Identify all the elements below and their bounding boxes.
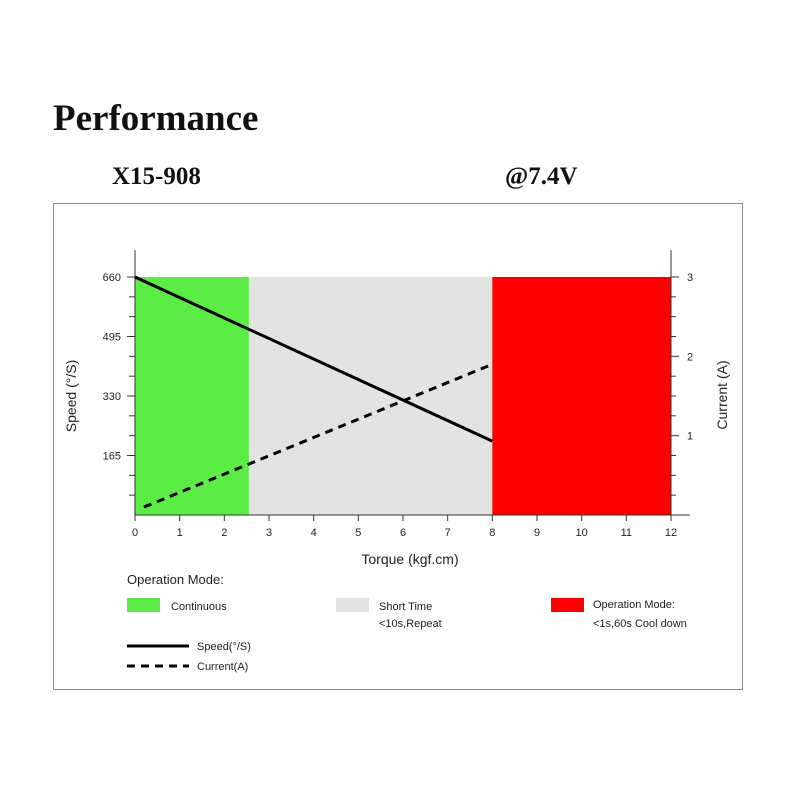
zone-0 bbox=[135, 277, 249, 515]
legend-sublabel-short-time: <10s,Repeat bbox=[379, 618, 442, 630]
x-tick-label: 9 bbox=[534, 527, 540, 539]
x-axis-label: Torque (kgf.cm) bbox=[361, 551, 458, 567]
legend-label-operation-mode: Operation Mode: bbox=[593, 599, 675, 611]
y-tick-label: 495 bbox=[103, 332, 121, 344]
x-tick-label: 0 bbox=[132, 527, 138, 539]
x-tick-label: 7 bbox=[445, 527, 451, 539]
y2-tick-label: 3 bbox=[687, 272, 693, 284]
y2-tick-label: 2 bbox=[687, 351, 693, 363]
y-axis-label: Speed (°/S) bbox=[63, 360, 79, 433]
legend-label-short-time: Short Time bbox=[379, 601, 432, 613]
page-title: Performance bbox=[53, 98, 259, 139]
legend-swatch-continuous bbox=[127, 598, 160, 612]
series-line-current bbox=[143, 362, 493, 509]
zone-1 bbox=[248, 277, 493, 515]
voltage-label: @7.4V bbox=[505, 163, 578, 190]
legend-label-current: Current(A) bbox=[197, 661, 248, 673]
x-tick-label: 10 bbox=[576, 527, 588, 539]
x-tick-label: 3 bbox=[266, 527, 272, 539]
y2-axis-label: Current (A) bbox=[714, 360, 730, 429]
chart-panel bbox=[53, 203, 743, 690]
x-tick-label: 2 bbox=[221, 527, 227, 539]
legend-swatch-short-time bbox=[336, 598, 369, 612]
series-line-speed bbox=[134, 275, 493, 443]
x-tick-label: 11 bbox=[621, 527, 632, 539]
x-tick-label: 8 bbox=[489, 527, 495, 539]
x-tick-label: 4 bbox=[311, 527, 317, 539]
legend-label-continuous: Continuous bbox=[171, 601, 227, 613]
legend-swatch-operation-mode bbox=[551, 598, 584, 612]
y-tick-label: 660 bbox=[103, 272, 121, 284]
x-tick-label: 5 bbox=[355, 527, 361, 539]
x-tick-label: 12 bbox=[665, 527, 677, 539]
legend-label-speed: Speed(°/S) bbox=[197, 641, 251, 653]
legend-sublabel-operation-mode: <1s,60s Cool down bbox=[593, 618, 687, 630]
legend-title: Operation Mode: bbox=[127, 572, 224, 587]
x-tick-label: 6 bbox=[400, 527, 406, 539]
zone-2 bbox=[492, 277, 671, 515]
y-tick-label: 165 bbox=[103, 451, 121, 463]
model-label: X15-908 bbox=[112, 163, 201, 190]
y2-tick-label: 1 bbox=[687, 431, 693, 443]
y-tick-label: 330 bbox=[103, 391, 121, 403]
x-tick-label: 1 bbox=[177, 527, 183, 539]
